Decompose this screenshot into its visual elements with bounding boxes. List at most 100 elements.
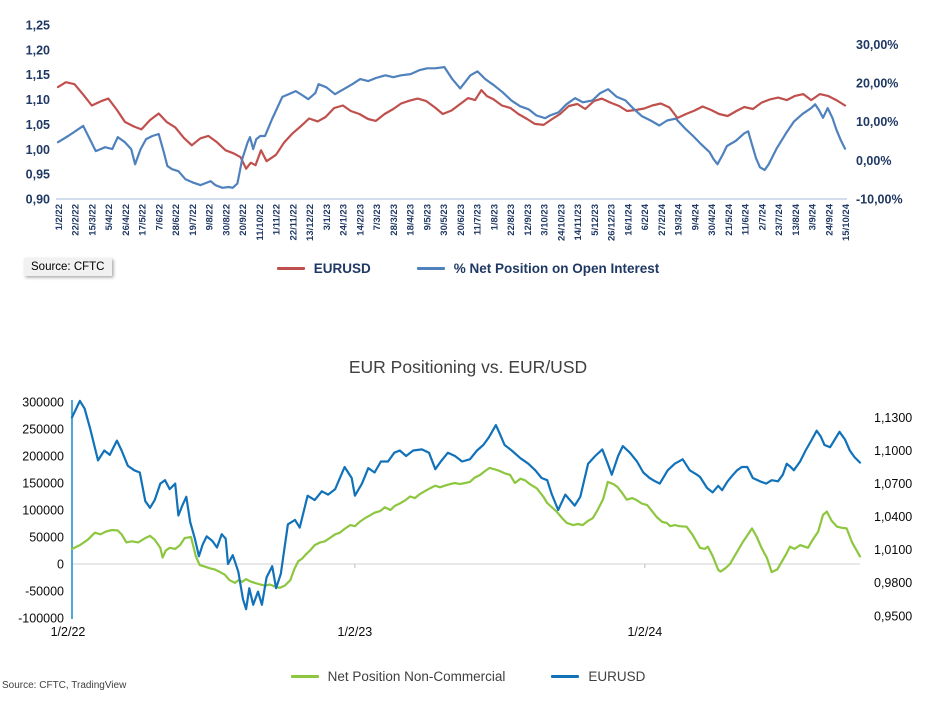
left-axis-tick-label: 0 bbox=[57, 558, 64, 572]
x-axis-date-label: 20/6/23 bbox=[456, 204, 467, 236]
left-axis-tick-label: 50000 bbox=[29, 531, 64, 545]
left-axis-tick-label: 200000 bbox=[22, 450, 64, 464]
x-axis-date-label: 19/7/22 bbox=[188, 204, 199, 236]
x-axis-date-label: 7/6/22 bbox=[154, 204, 165, 230]
legend-line-swatch-dark-blue bbox=[551, 674, 580, 678]
x-axis-date-label: 28/6/22 bbox=[171, 204, 182, 236]
x-axis-date-label: 3/10/23 bbox=[540, 204, 551, 236]
x-axis-date-label: 15/10/24 bbox=[841, 203, 852, 241]
right-axis-tick-label: 1,1300 bbox=[874, 411, 912, 425]
x-axis-date-label: 24/10/23 bbox=[556, 204, 567, 241]
x-axis-date-label: 27/2/24 bbox=[657, 203, 668, 235]
legend-item-eurusd: EURUSD bbox=[276, 260, 371, 276]
x-axis-date-label: 30/8/22 bbox=[221, 204, 232, 236]
x-axis-date-label: 5/12/23 bbox=[590, 204, 601, 236]
legend-label-eurusd-bottom: EURUSD bbox=[588, 668, 646, 684]
x-axis-date-label: 7/3/23 bbox=[372, 204, 383, 230]
left-axis-tick-label: 1,05 bbox=[26, 118, 50, 132]
x-axis-date-label: 17/5/22 bbox=[138, 204, 149, 236]
x-axis-date-label: 28/3/23 bbox=[389, 204, 400, 236]
x-axis-date-label: 15/3/22 bbox=[87, 204, 98, 236]
x-axis-date-label: 9/8/22 bbox=[205, 204, 216, 230]
right-axis-tick-label: 0,00% bbox=[856, 154, 891, 168]
x-axis-date-label: 24/9/24 bbox=[824, 203, 835, 235]
x-axis-date-label: 3/9/24 bbox=[808, 203, 819, 230]
x-axis-date-label: 13/8/24 bbox=[791, 203, 802, 235]
left-axis-tick-label: 300000 bbox=[22, 396, 64, 410]
left-axis-tick-label: -100000 bbox=[18, 612, 64, 626]
right-axis-tick-label: -10,00% bbox=[856, 193, 903, 207]
left-axis-tick-label: 1,25 bbox=[26, 19, 50, 33]
x-axis-date-label: 1/8/23 bbox=[489, 204, 500, 230]
left-axis-tick-label: 1,10 bbox=[26, 93, 50, 107]
right-axis-tick-label: 1,1000 bbox=[874, 444, 912, 458]
x-axis-date-label: 22/8/23 bbox=[506, 204, 517, 236]
x-axis-date-label: 19/3/24 bbox=[674, 203, 685, 235]
right-axis-tick-label: 20,00% bbox=[856, 77, 898, 91]
legend-label-eurusd: EURUSD bbox=[313, 260, 371, 276]
x-axis-date-label: 24/1/23 bbox=[339, 204, 350, 236]
x-axis-date-label: 9/4/24 bbox=[690, 203, 701, 230]
x-axis-date-label: 22/11/22 bbox=[288, 204, 299, 240]
x-axis-date-label: 1/2/22 bbox=[51, 625, 86, 639]
x-axis-date-label: 5/4/22 bbox=[104, 204, 115, 230]
series-line--net-position-on-open-interest bbox=[56, 65, 847, 189]
left-axis-tick-label: 1,15 bbox=[26, 68, 50, 82]
x-axis-date-label: 3/1/23 bbox=[322, 204, 333, 230]
right-axis-tick-label: 30,00% bbox=[856, 38, 898, 52]
x-axis-date-label: 22/2/22 bbox=[71, 204, 82, 236]
x-axis-date-label: 20/9/22 bbox=[238, 204, 249, 236]
bottom-chart-title: EUR Positioning vs. EUR/USD bbox=[348, 357, 588, 377]
legend-line-swatch-green bbox=[290, 674, 319, 678]
x-axis-date-label: 14/11/23 bbox=[573, 204, 584, 240]
x-axis-date-label: 9/5/23 bbox=[422, 204, 433, 230]
legend-line-swatch-blue bbox=[416, 266, 445, 270]
legend-item-net-position-non-commercial: Net Position Non-Commercial bbox=[290, 668, 506, 684]
left-axis-tick-label: 0,90 bbox=[26, 193, 50, 207]
source-label-cftc: Source: CFTC bbox=[24, 258, 112, 276]
x-axis-date-label: 26/4/22 bbox=[121, 204, 132, 236]
x-axis-date-label: 30/5/23 bbox=[439, 204, 450, 236]
x-axis-date-label: 6/2/24 bbox=[640, 203, 651, 230]
eur-positioning-vs-eurusd-chart: 300000 250000 200000 150000 100000 50000 0 -500… bbox=[18, 396, 912, 640]
legend-item-eurusd-bottom: EURUSD bbox=[551, 669, 645, 684]
left-axis-tick-label: 1,20 bbox=[26, 43, 50, 57]
left-axis-tick-label: 0,95 bbox=[26, 168, 50, 182]
series-line-net-position-non-commercial bbox=[70, 466, 862, 589]
left-axis-tick-label: 150000 bbox=[22, 477, 64, 491]
x-axis-date-label: 23/7/24 bbox=[774, 203, 785, 235]
x-axis-date-label: 26/12/23 bbox=[607, 204, 618, 241]
right-axis-tick-label: 10,00% bbox=[856, 115, 898, 129]
x-axis-date-label: 12/9/23 bbox=[523, 204, 534, 236]
series-line-eurusd bbox=[70, 399, 862, 611]
x-axis-date-label: 18/4/23 bbox=[406, 204, 417, 236]
right-axis-tick-label: 1,0100 bbox=[874, 543, 912, 557]
legend-label-net-position-open-interest: % Net Position on Open Interest bbox=[453, 260, 660, 276]
legend-item-net-position-open-interest: % Net Position on Open Interest bbox=[416, 260, 660, 276]
x-axis-date-label: 30/4/24 bbox=[707, 203, 718, 235]
bottom-chart-legend: Net Position Non-Commercial EURUSD bbox=[0, 666, 936, 686]
x-axis-date-label: 1/11/22 bbox=[272, 204, 283, 235]
x-axis-date-label: 21/5/24 bbox=[724, 203, 735, 235]
positioning-vs-eurusd-weekly-chart: 1,25 1,20 1,15 1,10 1,05 1,00 0,95 0,90 30,00% 20… bbox=[26, 19, 903, 241]
x-axis-date-label: 11/10/22 bbox=[255, 204, 266, 240]
left-axis-tick-label: 250000 bbox=[22, 423, 64, 437]
right-axis-tick-label: 0,9800 bbox=[874, 576, 912, 590]
x-axis-date-label: 1/2/24 bbox=[627, 625, 662, 639]
x-axis-date-label: 11/6/24 bbox=[741, 203, 752, 235]
legend-label-net-position-non-commercial: Net Position Non-Commercial bbox=[327, 668, 506, 684]
x-axis-date-label: 1/2/23 bbox=[338, 625, 373, 639]
left-axis-tick-label: 100000 bbox=[22, 504, 64, 518]
source-label-cftc-tradingview: Source: CFTC, TradingView bbox=[2, 680, 127, 691]
x-axis-date-label: 2/7/24 bbox=[757, 203, 768, 230]
left-axis-tick-label: -50000 bbox=[25, 585, 64, 599]
x-axis-date-label: 11/7/23 bbox=[473, 204, 484, 235]
x-axis-date-label: 1/2/22 bbox=[54, 204, 65, 230]
top-chart-legend: EURUSD % Net Position on Open Interest bbox=[0, 258, 936, 278]
right-axis-tick-label: 0,9500 bbox=[874, 609, 912, 623]
x-axis-date-label: 16/1/24 bbox=[623, 203, 634, 235]
legend-line-swatch-red bbox=[276, 266, 305, 270]
x-axis-date-label: 14/2/23 bbox=[355, 204, 366, 236]
left-axis-tick-label: 1,00 bbox=[26, 143, 50, 157]
